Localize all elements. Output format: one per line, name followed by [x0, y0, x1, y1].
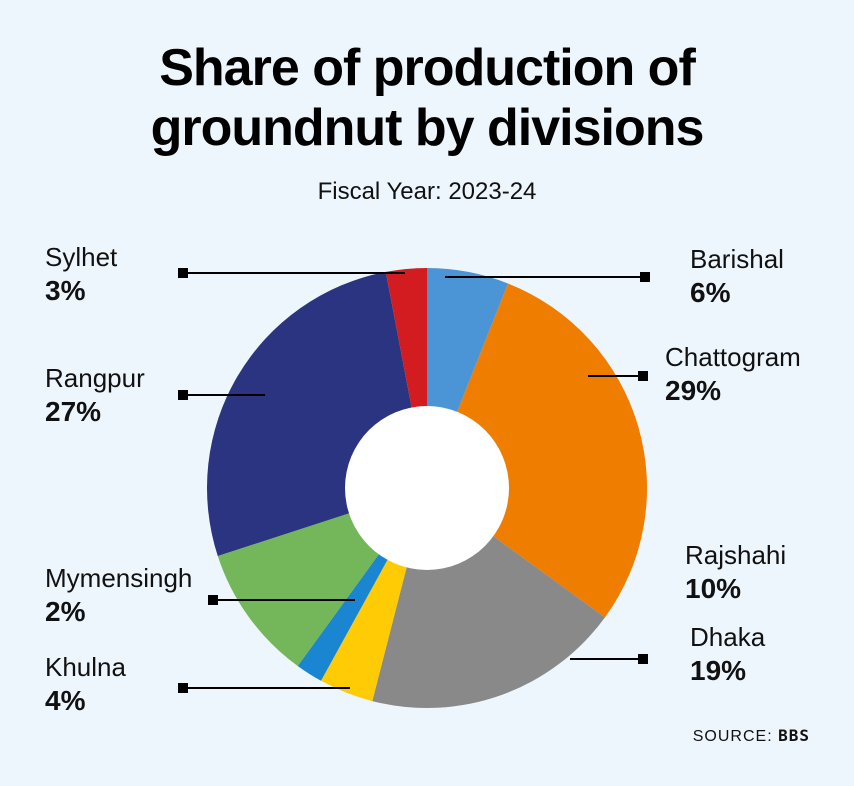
leader-marker	[178, 390, 188, 400]
slice-name: Barishal	[690, 244, 784, 274]
slice-name: Chattogram	[665, 342, 801, 372]
chart-subtitle: Fiscal Year: 2023-24	[317, 178, 537, 205]
leader-marker	[638, 654, 648, 664]
leader-marker	[638, 371, 648, 381]
slice-value-label: 2%	[45, 596, 86, 627]
leader-marker	[640, 272, 650, 282]
slice-name: Khulna	[45, 652, 126, 682]
source-label: SOURCE:	[692, 728, 773, 745]
donut-hole	[345, 406, 509, 570]
source: SOURCE: BBS	[693, 726, 810, 746]
chart-title: Share of production of groundnut by divi…	[150, 39, 705, 157]
slice-value-label: 19%	[690, 655, 746, 686]
slice-value-label: 6%	[690, 277, 731, 308]
slice-name: Dhaka	[690, 622, 766, 652]
leader-marker	[178, 683, 188, 693]
slice-name: Rajshahi	[685, 540, 786, 570]
slice-value-label: 10%	[685, 573, 741, 604]
slice-value-label: 27%	[45, 396, 101, 427]
slice-value-label: 4%	[45, 685, 86, 716]
slice-name: Rangpur	[45, 363, 145, 393]
leader-marker	[208, 595, 218, 605]
slice	[427, 283, 647, 618]
slice-value-label: 3%	[45, 275, 86, 306]
slice-name: Mymensingh	[45, 563, 192, 593]
slice-value-label: 29%	[665, 375, 721, 406]
leader-marker	[178, 268, 188, 278]
source-name: BBS	[778, 726, 810, 745]
slice-name: Sylhet	[45, 242, 118, 272]
